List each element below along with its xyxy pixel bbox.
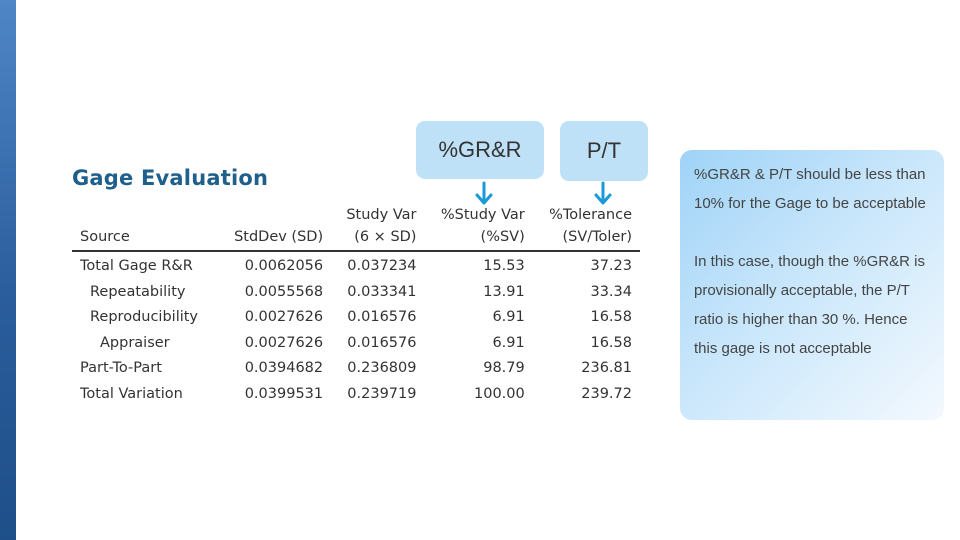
table-row-total-variation: Total Variation 0.0399531 0.239719 100.0…: [72, 382, 640, 408]
grr-callout-label: %GR&R: [438, 137, 522, 162]
table-row-total-gage-rr: Total Gage R&R 0.0062056 0.037234 15.53 …: [72, 251, 640, 280]
cell-pct-tolerance: 236.81: [581, 360, 632, 377]
cell-study-var: 0.236809: [347, 360, 417, 377]
header-pct-study-var: %Study Var (%SV): [424, 204, 533, 252]
table-row-appraiser: Appraiser 0.0027626 0.016576 6.91 16.58: [72, 331, 640, 357]
cell-pct-tolerance: 37.23: [590, 258, 632, 275]
cell-pct-study-var: 98.79: [483, 360, 525, 377]
cell-stddev: 0.0394682: [244, 360, 324, 377]
header-stddev: StdDev (SD): [217, 204, 332, 252]
cell-study-var: 0.016576: [347, 309, 417, 326]
interpretation-note-box: %GR&R & P/T should be less than 10% for …: [680, 150, 944, 420]
cell-pct-study-var: 13.91: [483, 283, 525, 300]
table-row-repeatability: Repeatability 0.0055568 0.033341 13.91 3…: [72, 280, 640, 306]
cell-stddev: 0.0027626: [244, 309, 324, 326]
arrow-down-icon: [475, 181, 493, 205]
gage-evaluation-table: Source StdDev (SD) Study Var (6 × SD) %S…: [72, 204, 640, 407]
cell-pct-study-var: 100.00: [474, 385, 525, 402]
header-pct-study-var-line2: (%SV): [480, 229, 525, 245]
pt-callout-box: P/T: [560, 121, 648, 181]
arrow-down-icon: [594, 181, 612, 205]
cell-study-var: 0.239719: [347, 385, 417, 402]
table-header-row: Source StdDev (SD) Study Var (6 × SD) %S…: [72, 204, 640, 252]
cell-study-var: 0.037234: [347, 258, 417, 275]
cell-source: Appraiser: [100, 334, 170, 351]
header-study-var-line2: (6 × SD): [354, 229, 417, 245]
cell-pct-tolerance: 33.34: [590, 283, 632, 300]
note-conclusion-text: In this case, though the %GR&R is provis…: [694, 253, 925, 357]
cell-pct-tolerance: 16.58: [590, 334, 632, 351]
table-row-reproducibility: Reproducibility 0.0027626 0.016576 6.91 …: [72, 305, 640, 331]
cell-pct-tolerance: 239.72: [581, 385, 632, 402]
note-spacer: [694, 218, 932, 247]
header-pct-tolerance: %Tolerance (SV/Toler): [532, 204, 640, 252]
cell-study-var: 0.033341: [347, 283, 417, 300]
cell-source: Part-To-Part: [80, 360, 162, 377]
cell-source: Total Gage R&R: [80, 258, 193, 275]
header-study-var: Study Var (6 × SD): [331, 204, 425, 252]
header-study-var-line1: Study Var: [346, 207, 417, 223]
cell-pct-study-var: 6.91: [492, 309, 525, 326]
cell-source: Total Variation: [80, 385, 183, 402]
gage-evaluation-title: Gage Evaluation: [72, 166, 269, 190]
cell-stddev: 0.0399531: [244, 385, 324, 402]
cell-study-var: 0.016576: [347, 334, 417, 351]
cell-stddev: 0.0055568: [244, 283, 324, 300]
cell-source: Reproducibility: [90, 309, 199, 326]
header-source: Source: [72, 204, 218, 252]
cell-source: Repeatability: [90, 283, 186, 300]
header-pct-study-var-line1: %Study Var: [440, 207, 525, 223]
slide-side-accent-bar: [0, 0, 16, 540]
cell-pct-study-var: 15.53: [483, 258, 525, 275]
cell-stddev: 0.0062056: [244, 258, 324, 275]
header-pct-tolerance-line2: (SV/Toler): [562, 229, 633, 245]
cell-pct-tolerance: 16.58: [590, 309, 632, 326]
cell-pct-study-var: 6.91: [492, 334, 525, 351]
cell-stddev: 0.0027626: [244, 334, 324, 351]
note-criteria-text: %GR&R & P/T should be less than 10% for …: [694, 166, 926, 212]
grr-callout-box: %GR&R: [416, 121, 544, 179]
table-row-part-to-part: Part-To-Part 0.0394682 0.236809 98.79 23…: [72, 356, 640, 382]
header-pct-tolerance-line1: %Tolerance: [549, 207, 632, 223]
pt-callout-label: P/T: [586, 138, 622, 163]
